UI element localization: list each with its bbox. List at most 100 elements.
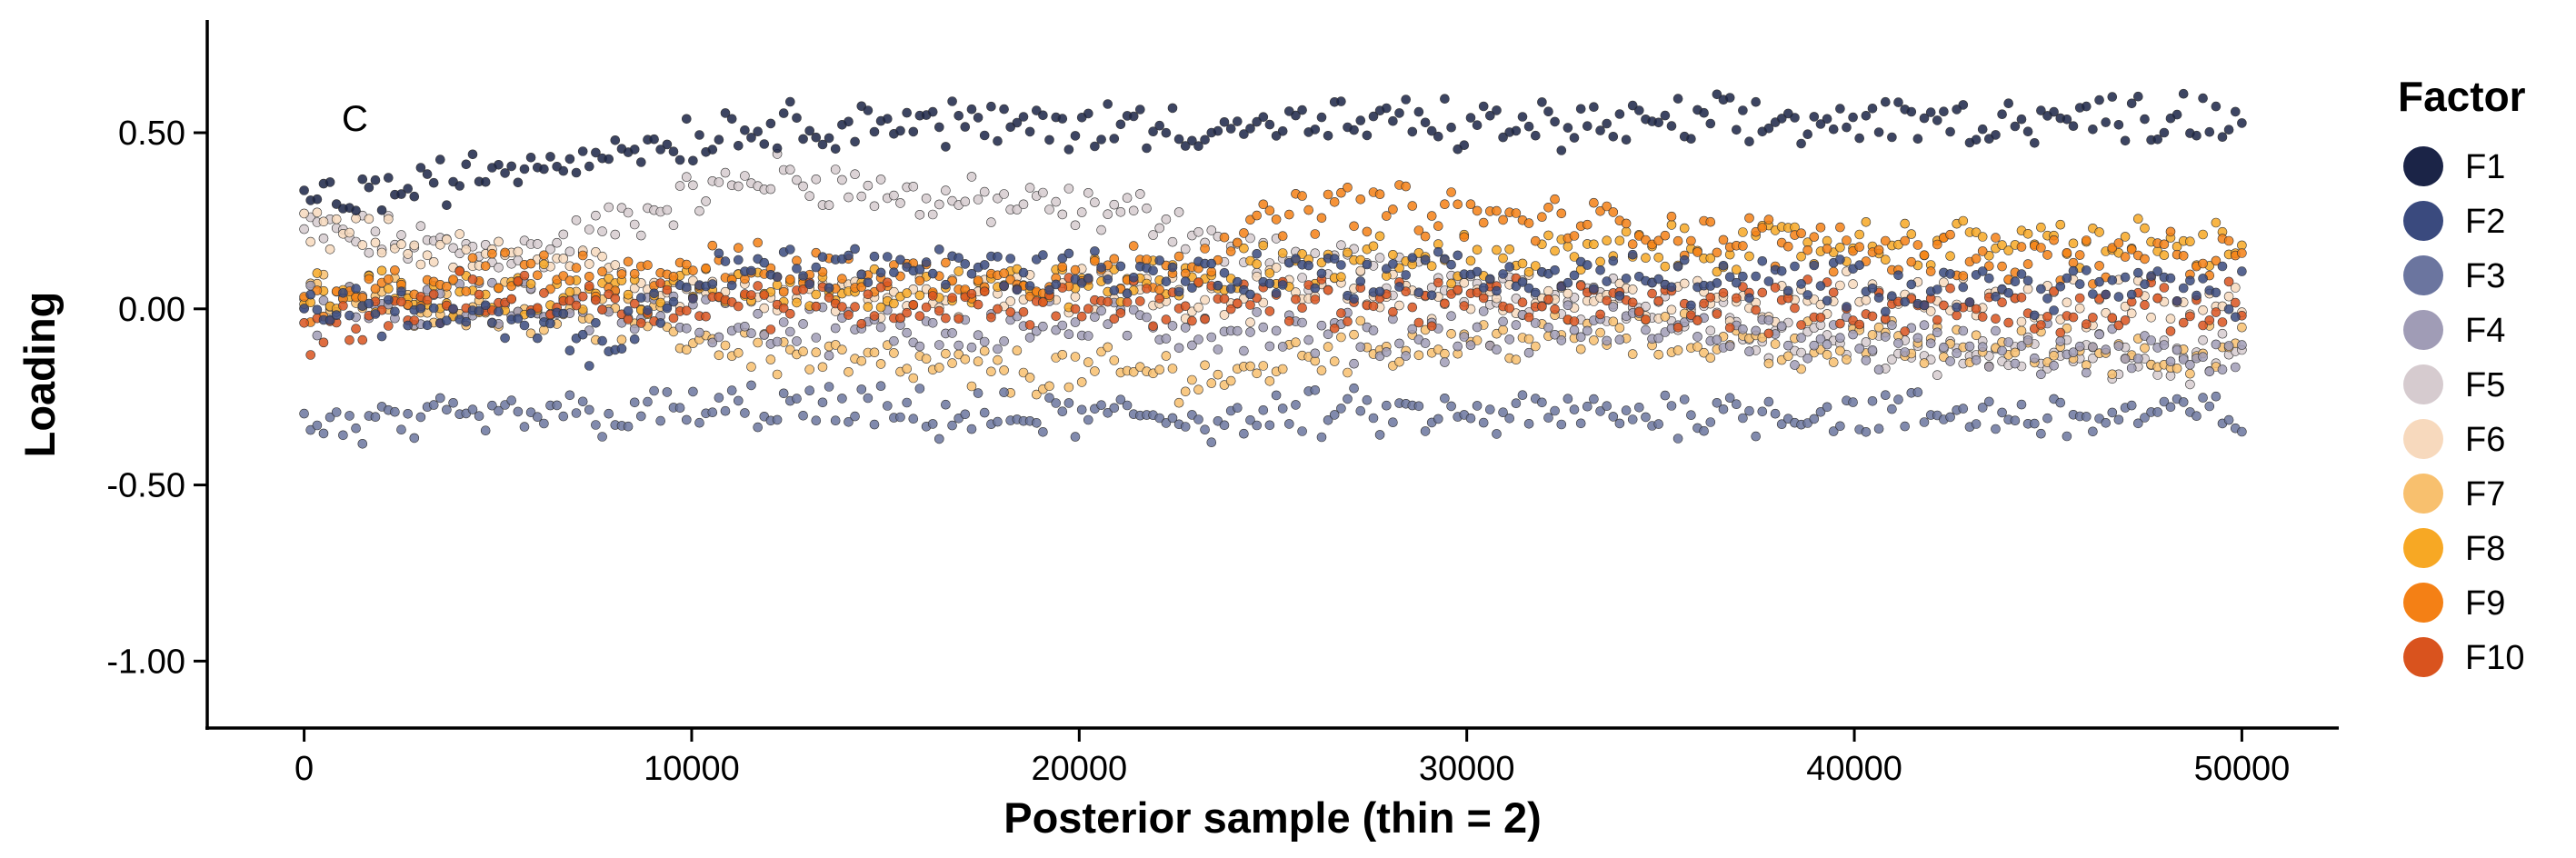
trace-point <box>1277 280 1288 290</box>
trace-point <box>2165 314 2176 324</box>
trace-point <box>1757 406 1768 417</box>
trace-point <box>1919 358 1930 368</box>
trace-point <box>941 185 951 195</box>
trace-point <box>1672 235 1683 246</box>
trace-point <box>1316 213 1327 224</box>
trace-point <box>2049 360 2059 371</box>
trace-point <box>1413 317 1424 328</box>
trace-point <box>591 210 601 221</box>
trace-point <box>487 400 497 411</box>
trace-point <box>1446 187 1456 197</box>
trace-point <box>1362 394 1373 405</box>
trace-point <box>2107 369 2118 380</box>
trace-point <box>318 233 329 244</box>
trace-point <box>1472 120 1483 130</box>
trace-point <box>1219 232 1230 243</box>
trace-point <box>1057 406 1068 417</box>
trace-point <box>299 185 309 195</box>
trace-point <box>1394 108 1404 118</box>
trace-point <box>1142 284 1152 294</box>
trace-point <box>1492 429 1502 439</box>
trace-point <box>1343 367 1353 378</box>
trace-point <box>1744 293 1754 304</box>
trace-point <box>2185 359 2195 370</box>
trace-point <box>701 263 711 274</box>
trace-point <box>1051 324 1061 335</box>
trace-point <box>2030 418 2040 429</box>
trace-point <box>2022 275 2033 286</box>
trace-point <box>1343 316 1353 327</box>
trace-point <box>2094 227 2104 237</box>
trace-point <box>616 344 627 354</box>
legend-item-f3: F3 <box>2403 255 2505 295</box>
trace-point <box>1374 253 1385 263</box>
trace-point <box>1861 111 1872 121</box>
trace-point <box>597 251 607 262</box>
trace-point <box>1537 97 1547 107</box>
trace-point <box>1666 401 1677 411</box>
trace-point <box>1945 229 1955 240</box>
trace-point <box>1537 301 1547 312</box>
trace-point <box>390 306 400 317</box>
trace-point <box>1517 258 1528 269</box>
trace-point <box>338 430 348 441</box>
trace-point <box>577 291 588 302</box>
trace-point <box>1842 235 1852 245</box>
trace-point <box>1835 280 1845 291</box>
trace-point <box>1932 327 1942 338</box>
trace-point <box>525 258 536 269</box>
trace-point <box>558 229 569 240</box>
trace-point <box>2165 356 2176 367</box>
trace-point <box>759 139 770 149</box>
trace-point <box>1167 262 1178 273</box>
trace-point <box>1835 242 1845 253</box>
trace-point <box>1550 304 1560 314</box>
trace-point <box>1699 298 1709 309</box>
trace-point <box>2231 312 2241 323</box>
trace-point <box>2055 219 2066 230</box>
trace-point <box>1893 97 1903 107</box>
trace-point <box>960 196 971 207</box>
trace-point <box>434 239 445 250</box>
trace-point <box>720 405 731 416</box>
trace-point <box>409 433 420 444</box>
trace-point <box>519 164 530 175</box>
trace-point <box>1310 294 1321 304</box>
trace-point <box>778 388 789 399</box>
trace-point <box>1109 314 1120 324</box>
trace-point <box>1589 102 1599 112</box>
trace-point <box>312 268 323 278</box>
trace-point <box>1550 194 1560 205</box>
trace-point <box>2003 317 2013 328</box>
trace-point <box>2172 109 2182 120</box>
trace-point <box>2140 279 2150 290</box>
trace-point <box>448 274 458 284</box>
trace-point <box>299 317 309 328</box>
trace-point <box>1550 405 1560 416</box>
trace-point <box>811 175 822 185</box>
trace-point <box>1939 300 1949 311</box>
trace-point <box>1382 211 1392 221</box>
trace-point <box>973 275 983 285</box>
trace-point <box>1355 276 1366 286</box>
trace-point <box>1900 347 1910 357</box>
trace-point <box>2126 289 2137 300</box>
trace-point <box>1076 404 1087 415</box>
trace-point <box>1103 407 1113 418</box>
trace-point <box>1213 369 1223 380</box>
trace-point <box>1200 294 1210 305</box>
trace-point <box>1848 279 1858 289</box>
trace-point <box>1446 259 1456 270</box>
trace-point <box>804 385 815 396</box>
trace-point <box>2211 307 2222 317</box>
trace-point <box>1090 246 1100 256</box>
trace-point <box>1796 333 1806 344</box>
trace-point <box>1621 274 1632 284</box>
legend-label: F7 <box>2465 475 2505 514</box>
trace-point <box>902 397 913 408</box>
trace-point <box>726 280 737 291</box>
trace-point <box>2055 327 2066 338</box>
trace-point <box>2042 312 2052 322</box>
trace-point <box>960 259 971 269</box>
trace-point <box>2016 269 2027 279</box>
